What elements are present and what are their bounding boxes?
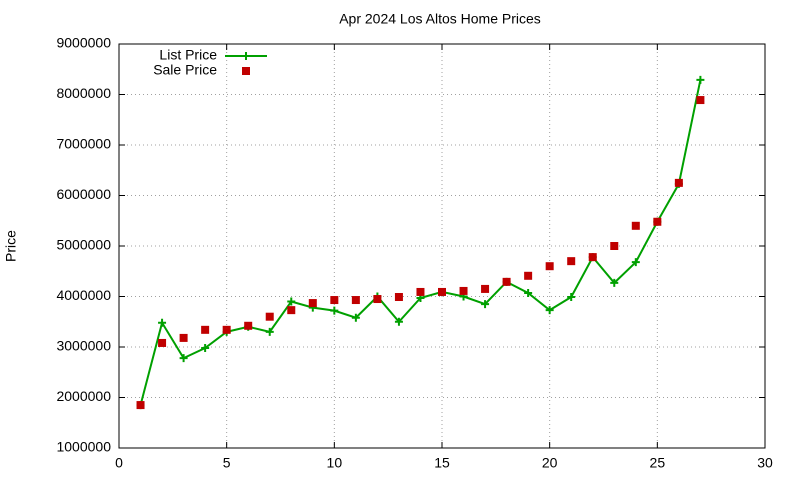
data-point <box>351 296 360 305</box>
data-point <box>545 306 554 315</box>
data-point <box>179 354 188 363</box>
data-point <box>330 296 339 305</box>
data-point <box>481 284 490 293</box>
data-point <box>158 338 167 347</box>
legend-marker <box>242 67 250 75</box>
data-point <box>696 75 705 84</box>
x-tick-label: 5 <box>223 455 231 471</box>
data-point <box>545 262 554 271</box>
x-tick-label: 10 <box>327 455 343 471</box>
y-tick-label: 1000000 <box>56 439 111 455</box>
y-tick-label: 9000000 <box>56 35 111 51</box>
data-point <box>394 317 403 326</box>
data-point <box>696 96 705 105</box>
x-tick-label: 20 <box>542 455 558 471</box>
data-point <box>201 344 210 353</box>
y-tick-label: 5000000 <box>56 237 111 253</box>
x-tick-label: 30 <box>757 455 773 471</box>
data-point <box>287 306 296 315</box>
data-point <box>158 318 167 327</box>
data-point <box>179 333 188 342</box>
data-point <box>438 287 446 296</box>
data-point <box>287 297 296 306</box>
data-point <box>394 293 403 302</box>
x-tick-label: 0 <box>115 455 123 471</box>
y-tick-label: 8000000 <box>56 85 111 101</box>
data-point <box>201 325 210 334</box>
y-tick-label: 4000000 <box>56 287 111 303</box>
y-axis-label: Price <box>3 230 19 262</box>
data-point <box>481 300 490 309</box>
y-tick-label: 7000000 <box>56 136 111 152</box>
data-point <box>502 277 511 286</box>
x-tick-label: 25 <box>650 455 666 471</box>
y-tick-label: 3000000 <box>56 338 111 354</box>
data-point <box>567 293 576 302</box>
y-tick-label: 6000000 <box>56 186 111 202</box>
data-point <box>308 299 317 308</box>
data-point <box>244 321 253 330</box>
data-point <box>416 287 425 296</box>
plot-frame <box>118 43 766 449</box>
data-point <box>610 242 619 250</box>
data-point <box>330 306 339 315</box>
x-tick-label: 15 <box>434 455 450 471</box>
data-point <box>567 257 576 266</box>
data-point <box>524 271 533 280</box>
data-point <box>373 295 382 304</box>
data-point <box>588 253 597 262</box>
data-point <box>524 288 533 297</box>
data-point <box>265 327 274 336</box>
data-point <box>136 401 145 410</box>
data-point <box>459 286 468 295</box>
legend-label: List Price <box>159 47 217 63</box>
data-point <box>653 217 662 226</box>
data-point <box>631 258 640 267</box>
data-point <box>222 325 231 334</box>
data-point <box>610 278 619 287</box>
legend-marker <box>242 52 250 60</box>
data-point <box>265 312 274 321</box>
data-point <box>631 221 640 230</box>
y-tick-label: 2000000 <box>56 388 111 404</box>
data-point <box>674 178 683 187</box>
data-point <box>351 313 360 322</box>
chart-title: Apr 2024 Los Altos Home Prices <box>339 11 541 27</box>
legend-label: Sale Price <box>153 62 217 78</box>
